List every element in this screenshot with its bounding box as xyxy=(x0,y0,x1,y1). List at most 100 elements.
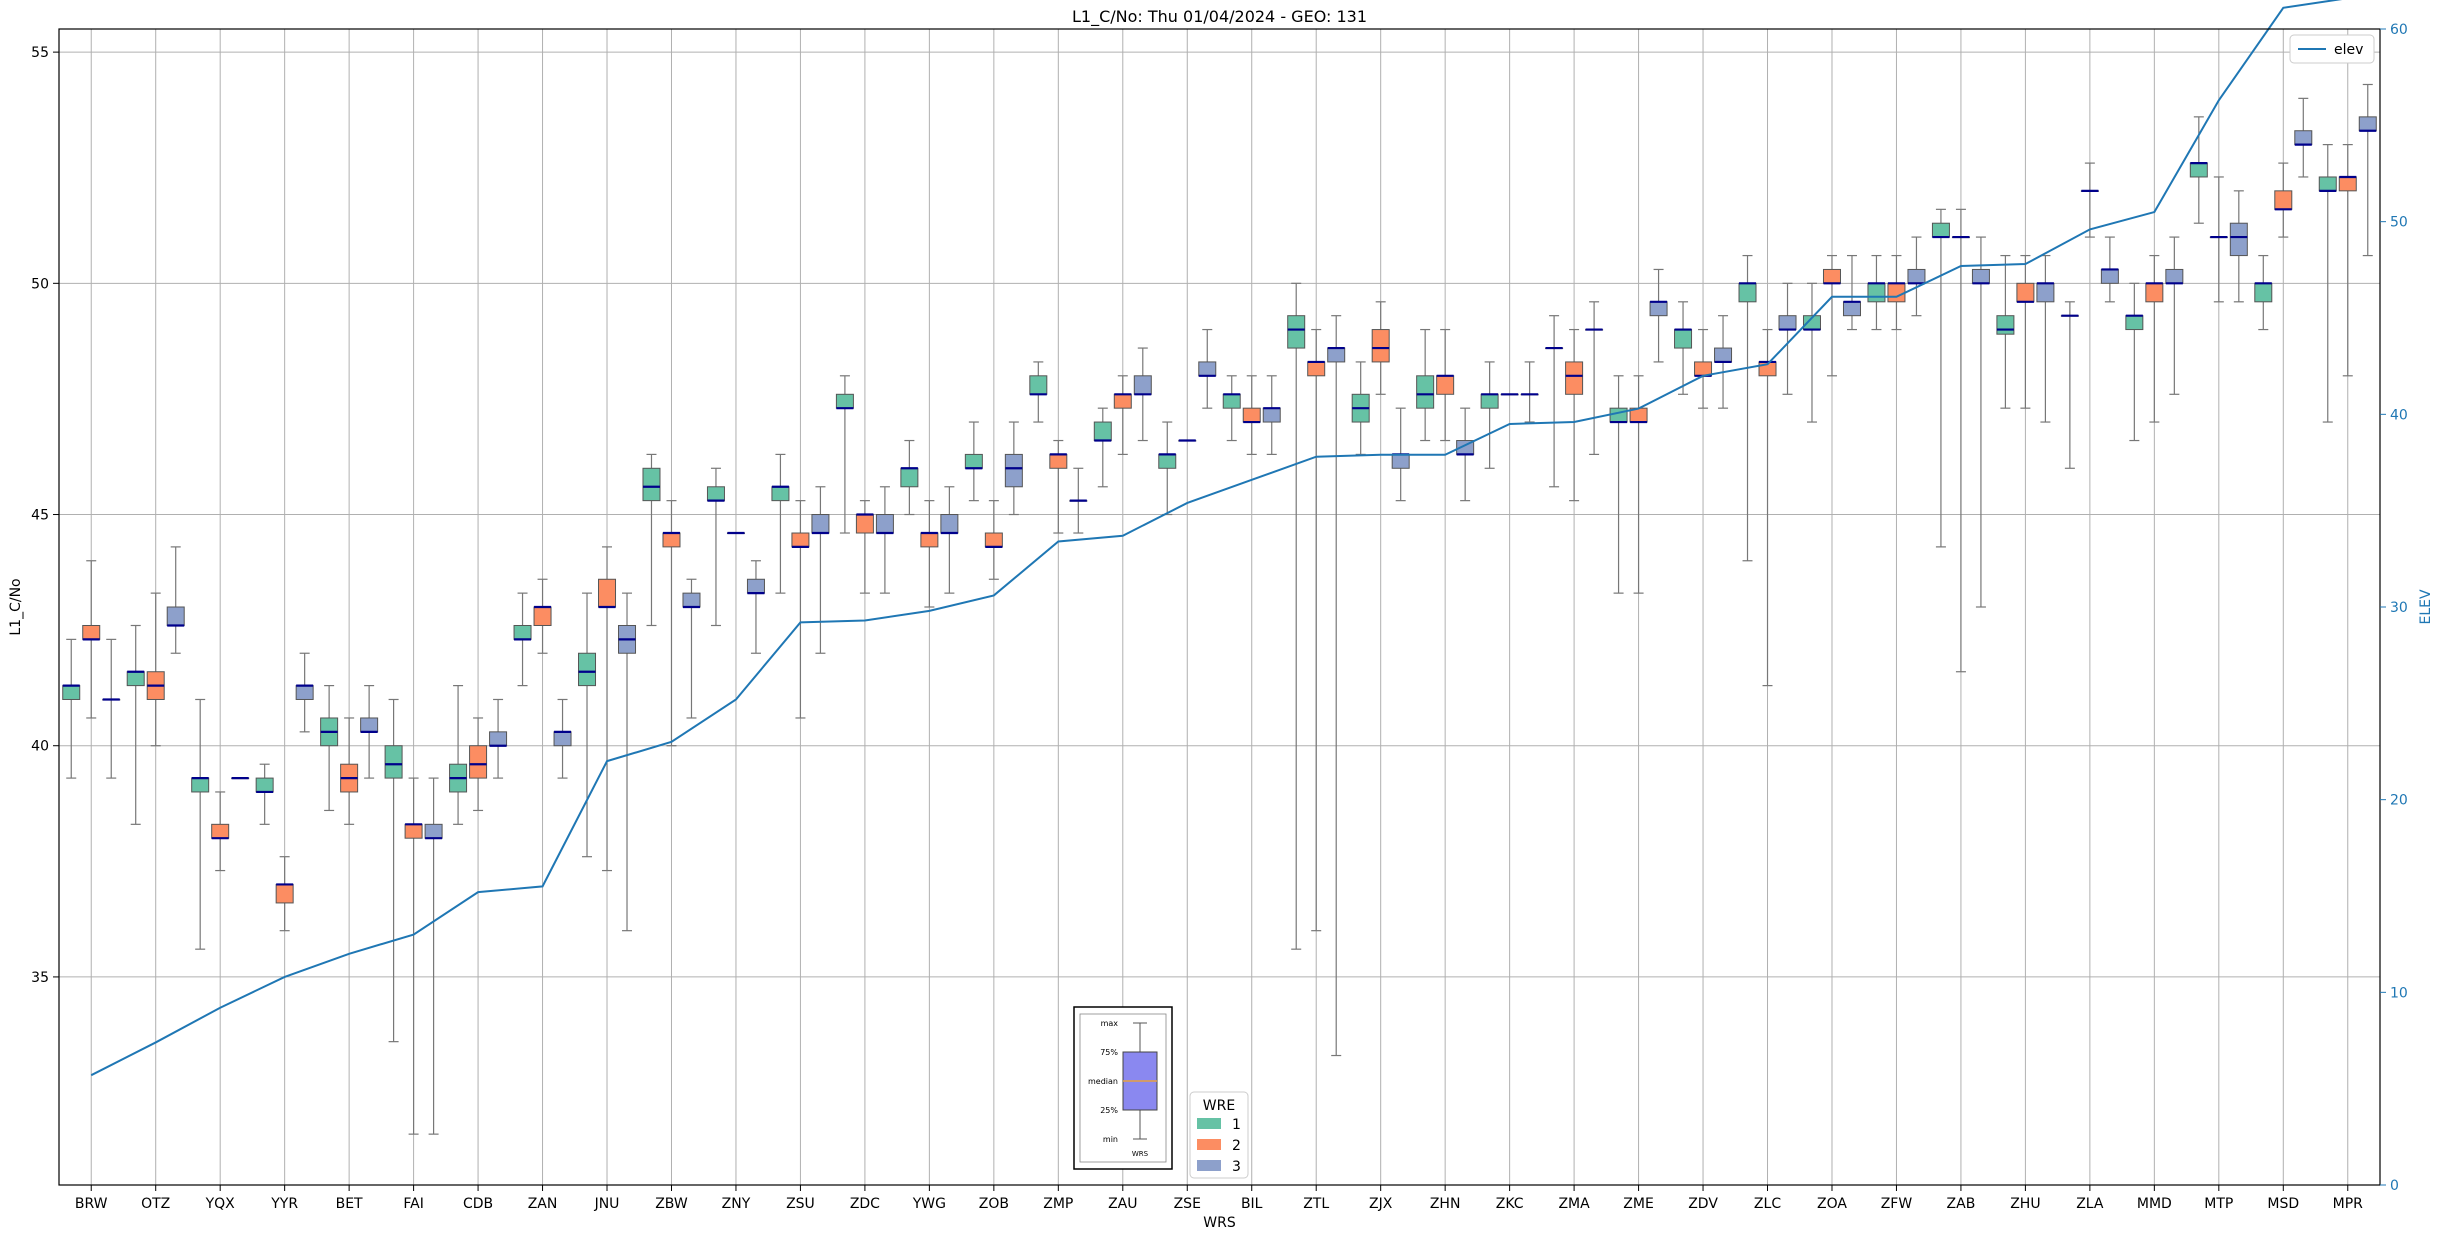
box-iqr xyxy=(1907,268,1926,284)
box-ZBW-wre-3 xyxy=(682,578,701,719)
box-YQX-wre-1 xyxy=(191,698,210,950)
box-ZMA-wre-1 xyxy=(1545,315,1564,488)
box-iqr xyxy=(2229,222,2248,257)
box-iqr xyxy=(1049,453,1068,469)
box-ZMP-wre-3 xyxy=(1069,467,1088,534)
box-iqr xyxy=(1738,282,1757,303)
box-iqr xyxy=(1887,282,1906,303)
box-OTZ-wre-1 xyxy=(126,624,145,825)
box-ZDV-wre-1 xyxy=(1674,301,1693,395)
box-CDB-wre-3 xyxy=(489,698,508,779)
box-iqr xyxy=(642,467,661,502)
box-JNU-wre-2 xyxy=(598,546,617,872)
y-axis-right: 0 10 20 30 40 50 60 xyxy=(2380,22,2408,1194)
wre-legend-label: 1 xyxy=(1232,1117,1241,1133)
x-tick-label: JNU xyxy=(594,1196,620,1212)
box-ZAB-wre-3 xyxy=(1971,236,1990,608)
box-iqr xyxy=(1198,361,1217,377)
box-ZOA-wre-1 xyxy=(1802,282,1821,423)
box-iqr xyxy=(1327,347,1346,363)
box-iqr xyxy=(1262,407,1281,423)
box-iqr xyxy=(1004,453,1023,488)
box-ZAB-wre-1 xyxy=(1931,208,1950,548)
box-MTP-wre-2 xyxy=(2209,176,2228,303)
box-BIL-wre-3 xyxy=(1262,375,1281,456)
box-iqr xyxy=(771,486,790,502)
box-ZOA-wre-2 xyxy=(1822,254,1841,377)
box-ZAN-wre-3 xyxy=(553,698,572,779)
x-tick-label: CDB xyxy=(463,1196,493,1212)
box-iqr xyxy=(360,717,379,733)
box-ZAN-wre-1 xyxy=(513,592,532,687)
box-iqr xyxy=(855,514,874,534)
x-tick-label: MSD xyxy=(2267,1196,2299,1212)
box-MTP-wre-3 xyxy=(2229,190,2248,303)
box-ZMP-wre-2 xyxy=(1049,439,1068,534)
box-iqr xyxy=(940,514,959,534)
x-tick-label: ZMA xyxy=(1558,1196,1590,1212)
box-ZOB-wre-1 xyxy=(964,421,983,502)
box-ZJX-wre-2 xyxy=(1371,301,1390,395)
box-iqr xyxy=(191,777,210,793)
box-ZLC-wre-3 xyxy=(1778,282,1797,395)
box-iqr xyxy=(984,532,1003,548)
box-ZHN-wre-1 xyxy=(1416,328,1435,442)
x-tick-label: ZHU xyxy=(2010,1196,2040,1212)
x-tick-label: MPR xyxy=(2333,1196,2364,1212)
box-iqr xyxy=(1113,393,1132,409)
box-YWG-wre-2 xyxy=(920,500,939,608)
y2-tick-label: 0 xyxy=(2390,1178,2399,1194)
x-tick-label: ZJX xyxy=(1369,1196,1393,1212)
box-iqr xyxy=(1222,393,1241,409)
x-tick-label: ZBW xyxy=(655,1196,688,1212)
box-ZHU-wre-1 xyxy=(1996,254,2015,409)
box-MPR-wre-1 xyxy=(2318,144,2337,423)
x-axis-label: WRS xyxy=(1203,1215,1236,1231)
box-ZNY-wre-1 xyxy=(706,467,725,627)
box-iqr xyxy=(2145,282,2164,303)
box-iqr xyxy=(791,532,810,548)
x-tick-label: YYR xyxy=(270,1196,298,1212)
box-MMD-wre-2 xyxy=(2145,254,2164,423)
series-2-boxes xyxy=(82,144,2357,1135)
box-iqr xyxy=(1778,315,1797,331)
box-iqr xyxy=(489,731,508,747)
box-ZKC-wre-3 xyxy=(1520,361,1539,423)
box-iqr xyxy=(1996,315,2015,335)
box-FAI-wre-3 xyxy=(424,777,443,1135)
box-iqr xyxy=(1842,301,1861,317)
y-tick-label: 50 xyxy=(31,276,49,292)
box-iqr xyxy=(2358,116,2377,132)
key-label: max xyxy=(1101,1019,1119,1028)
box-ZTL-wre-2 xyxy=(1307,328,1326,932)
box-ZAN-wre-2 xyxy=(533,578,552,654)
box-ZFW-wre-2 xyxy=(1887,254,1906,331)
box-iqr xyxy=(553,731,572,747)
box-iqr xyxy=(295,685,314,700)
box-MMD-wre-3 xyxy=(2165,236,2184,395)
x-tick-label: ZSE xyxy=(1174,1196,1201,1212)
box-ZTL-wre-3 xyxy=(1327,315,1346,1057)
box-BRW-wre-3 xyxy=(102,638,121,779)
box-iqr xyxy=(166,606,185,626)
box-iqr xyxy=(1133,375,1152,395)
box-iqr xyxy=(1714,347,1733,363)
x-tick-label: ZTL xyxy=(1303,1196,1329,1212)
x-tick-label: ZAU xyxy=(1108,1196,1137,1212)
box-iqr xyxy=(1649,301,1668,317)
grid-lines xyxy=(59,29,2380,1185)
x-tick-label: MTP xyxy=(2204,1196,2233,1212)
box-iqr xyxy=(746,578,765,594)
x-tick-label: YWG xyxy=(912,1196,946,1212)
box-YYR-wre-2 xyxy=(275,856,294,932)
box-MSD-wre-1 xyxy=(2254,254,2273,331)
wre-legend-swatch xyxy=(1197,1160,1221,1171)
box-ZME-wre-1 xyxy=(1609,375,1628,594)
series-1-boxes xyxy=(62,116,2337,1043)
box-iqr xyxy=(2125,315,2144,331)
box-ZMA-wre-3 xyxy=(1585,301,1604,456)
box-ZDC-wre-3 xyxy=(875,486,894,594)
x-axis: BRW OTZ YQX YYR BET FAI CDB ZAN JNU ZBW ZNY ZSU ZDC Y… xyxy=(75,1185,2363,1212)
box-iqr xyxy=(126,671,145,687)
y2-tick-label: 60 xyxy=(2390,22,2408,38)
